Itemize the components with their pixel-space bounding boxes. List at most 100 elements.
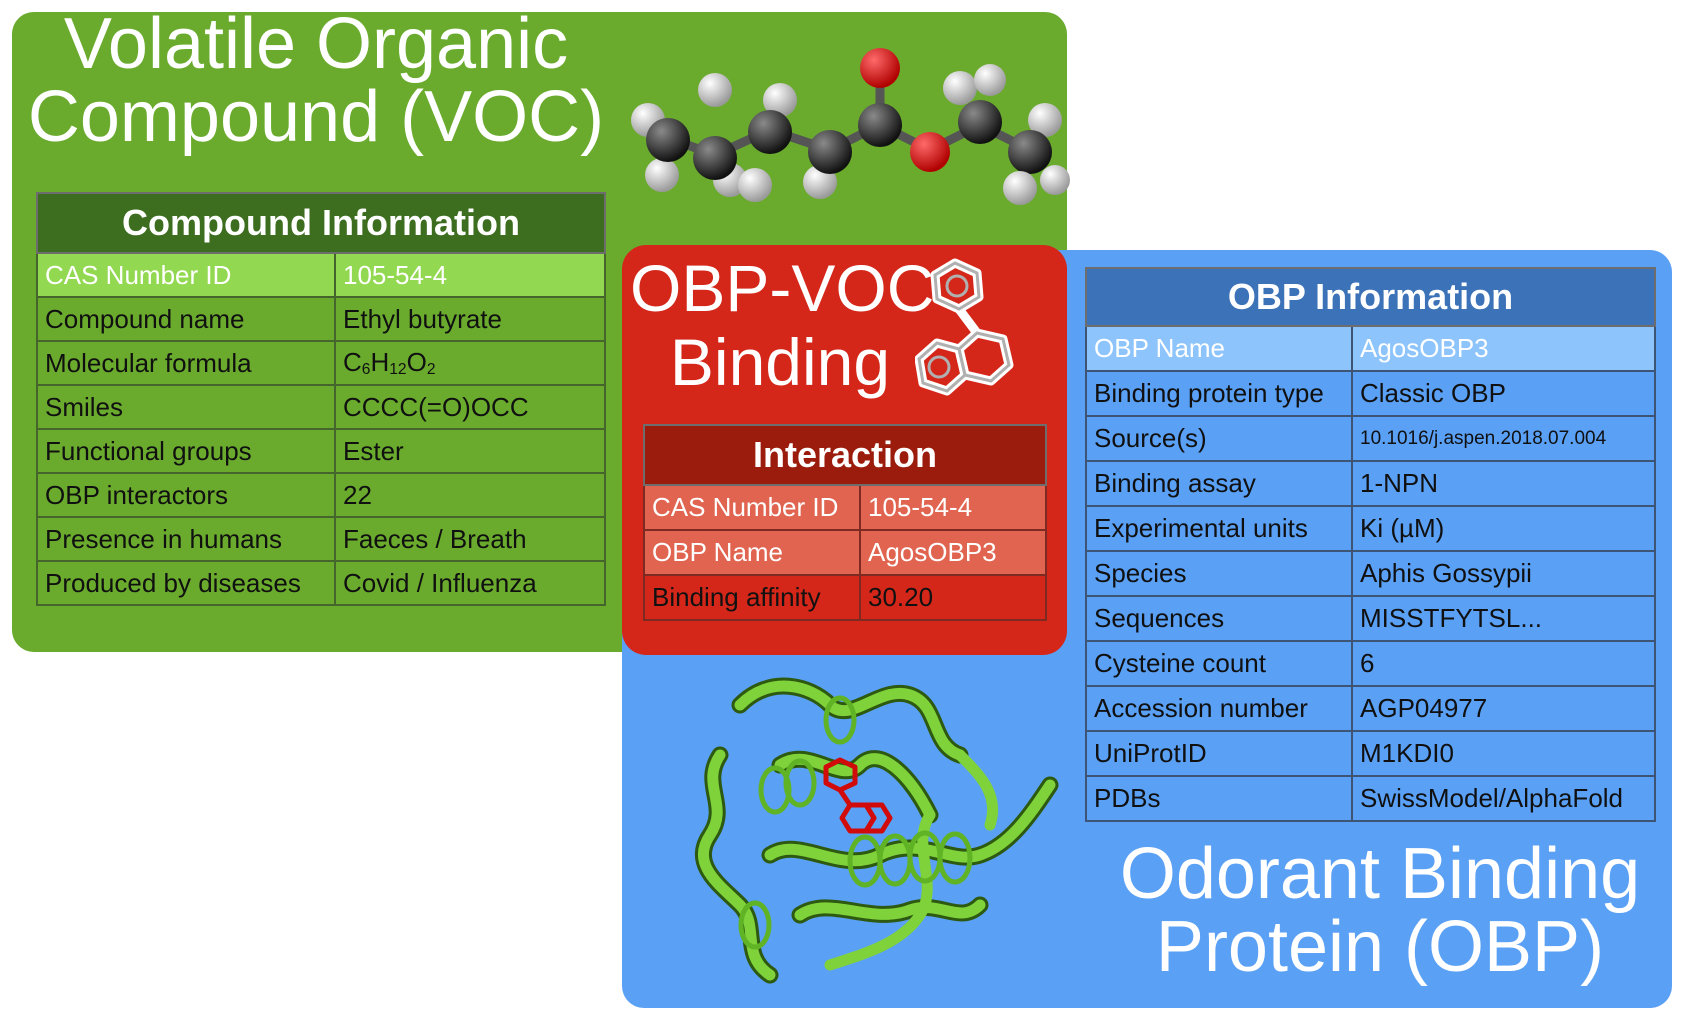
row-key: Binding assay bbox=[1085, 460, 1353, 507]
table-row: CAS Number ID 105-54-4 bbox=[36, 252, 606, 298]
row-value: 22 bbox=[334, 472, 606, 518]
row-value: SwissModel/AlphaFold bbox=[1351, 775, 1656, 822]
carbon-atom bbox=[958, 100, 1002, 144]
table-row: Species Aphis Gossypii bbox=[1085, 550, 1656, 597]
hydrogen-atom bbox=[1028, 103, 1062, 137]
hydrogen-atom bbox=[1003, 171, 1037, 205]
row-value: Covid / Influenza bbox=[334, 560, 606, 606]
interaction-table: Interaction CAS Number ID 105-54-4 OBP N… bbox=[643, 424, 1047, 621]
table-row: OBP Name AgosOBP3 bbox=[1085, 325, 1656, 372]
table-row: OBP interactors 22 bbox=[36, 472, 606, 518]
row-key: OBP interactors bbox=[36, 472, 336, 518]
binding-title-line2: Binding bbox=[669, 324, 891, 399]
voc-title-line1: Volatile Organic bbox=[63, 4, 569, 84]
ligand-rings-icon bbox=[915, 258, 1014, 396]
row-value: 1-NPN bbox=[1351, 460, 1656, 507]
hydrogen-atom bbox=[763, 83, 797, 117]
table-row: Smiles CCCC(=O)OCC bbox=[36, 384, 606, 430]
row-value: M1KDI0 bbox=[1351, 730, 1656, 777]
table-row: CAS Number ID 105-54-4 bbox=[643, 484, 1047, 531]
hydrogen-atom bbox=[645, 158, 679, 192]
hydrogen-atom bbox=[738, 168, 772, 202]
row-key: Sequences bbox=[1085, 595, 1353, 642]
hydrogen-atom bbox=[698, 73, 732, 107]
row-key: CAS Number ID bbox=[643, 484, 861, 531]
hydrogen-atom bbox=[1040, 165, 1070, 195]
row-value: Ethyl butyrate bbox=[334, 296, 606, 342]
row-key: CAS Number ID bbox=[36, 252, 336, 298]
table-row: OBP Name AgosOBP3 bbox=[643, 529, 1047, 576]
table-row: PDBs SwissModel/AlphaFold bbox=[1085, 775, 1656, 822]
table-row: Binding protein type Classic OBP bbox=[1085, 370, 1656, 417]
compound-table-header: Compound Information bbox=[36, 192, 606, 254]
row-key: OBP Name bbox=[1085, 325, 1353, 372]
interaction-table-header: Interaction bbox=[643, 424, 1047, 486]
table-row: Cysteine count 6 bbox=[1085, 640, 1656, 687]
row-value: AgosOBP3 bbox=[859, 529, 1047, 576]
row-value: 30.20 bbox=[859, 574, 1047, 621]
formula-subscript: 6 bbox=[361, 360, 371, 378]
row-key: Molecular formula bbox=[36, 340, 336, 386]
row-value: AgosOBP3 bbox=[1351, 325, 1656, 372]
obp-title-line1: Odorant Binding bbox=[1119, 834, 1641, 914]
carbon-atom bbox=[1008, 130, 1052, 174]
formula-subscript: 2 bbox=[426, 360, 436, 378]
row-value: 105-54-4 bbox=[334, 252, 606, 298]
table-row: Experimental units Ki (µM) bbox=[1085, 505, 1656, 552]
row-value: Faeces / Breath bbox=[334, 516, 606, 562]
row-key: Experimental units bbox=[1085, 505, 1353, 552]
row-key: Binding protein type bbox=[1085, 370, 1353, 417]
row-key: Presence in humans bbox=[36, 516, 336, 562]
row-key: OBP Name bbox=[643, 529, 861, 576]
row-key: Functional groups bbox=[36, 428, 336, 474]
row-key: Compound name bbox=[36, 296, 336, 342]
row-key: UniProtID bbox=[1085, 730, 1353, 777]
table-row: UniProtID M1KDI0 bbox=[1085, 730, 1656, 777]
table-row: Compound name Ethyl butyrate bbox=[36, 296, 606, 342]
table-row: Binding affinity 30.20 bbox=[643, 574, 1047, 621]
protein-ribbon-icon bbox=[695, 677, 1059, 984]
carbon-atom bbox=[646, 118, 690, 162]
carbon-atom bbox=[693, 136, 737, 180]
ligand-ring bbox=[863, 802, 893, 834]
formula-subscript: 12 bbox=[389, 360, 407, 378]
table-row: Produced by diseases Covid / Influenza bbox=[36, 560, 606, 606]
molecular-formula-value: C6H12O2 bbox=[334, 340, 606, 386]
hydrogen-atom bbox=[974, 64, 1006, 96]
row-value: CCCC(=O)OCC bbox=[334, 384, 606, 430]
row-value: 105-54-4 bbox=[859, 484, 1047, 531]
row-value: 6 bbox=[1351, 640, 1656, 687]
table-row: Functional groups Ester bbox=[36, 428, 606, 474]
row-key: PDBs bbox=[1085, 775, 1353, 822]
row-value: AGP04977 bbox=[1351, 685, 1656, 732]
binding-title: OBP-VOC Binding bbox=[630, 251, 935, 400]
binding-title-line1: OBP-VOC bbox=[630, 251, 935, 325]
row-key: Binding affinity bbox=[643, 574, 861, 621]
row-value: 10.1016/j.aspen.2018.07.004 bbox=[1351, 415, 1656, 462]
carbon-atom bbox=[748, 110, 792, 154]
compound-information-table: Compound Information CAS Number ID 105-5… bbox=[36, 192, 606, 606]
voc-title-line2: Compound (VOC) bbox=[27, 77, 605, 158]
table-row: Binding assay 1-NPN bbox=[1085, 460, 1656, 507]
carbon-atom bbox=[808, 130, 852, 174]
row-key: Accession number bbox=[1085, 685, 1353, 732]
row-value: Ester bbox=[334, 428, 606, 474]
row-key: Species bbox=[1085, 550, 1353, 597]
row-key: Produced by diseases bbox=[36, 560, 336, 606]
row-value: MISSTFYTSL... bbox=[1351, 595, 1656, 642]
table-row: Sequences MISSTFYTSL... bbox=[1085, 595, 1656, 642]
obp-information-table: OBP Information OBP Name AgosOBP3 Bindin… bbox=[1085, 267, 1656, 822]
table-row: Accession number AGP04977 bbox=[1085, 685, 1656, 732]
row-value: Ki (µM) bbox=[1351, 505, 1656, 552]
carbon-atom bbox=[858, 103, 902, 147]
formula-text: C6H12O2 bbox=[343, 347, 436, 378]
voc-title: Volatile Organic Compound (VOC) bbox=[16, 4, 616, 158]
row-key: Cysteine count bbox=[1085, 640, 1353, 687]
row-key: Smiles bbox=[36, 384, 336, 430]
table-row: Presence in humans Faeces / Breath bbox=[36, 516, 606, 562]
obp-title: Odorant Binding Protein (OBP) bbox=[1080, 834, 1680, 985]
table-row: Molecular formula C6H12O2 bbox=[36, 340, 606, 386]
row-value: Classic OBP bbox=[1351, 370, 1656, 417]
row-key: Source(s) bbox=[1085, 415, 1353, 462]
oxygen-atom bbox=[860, 48, 900, 88]
